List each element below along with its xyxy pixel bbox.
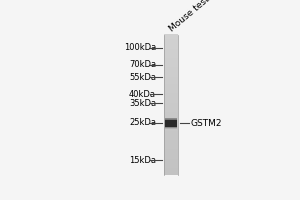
Bar bbox=[165, 119, 177, 120]
Bar bbox=[164, 65, 178, 67]
Bar bbox=[165, 120, 177, 121]
Bar bbox=[164, 41, 178, 44]
Bar bbox=[164, 119, 178, 121]
Bar bbox=[164, 62, 178, 65]
Bar bbox=[164, 48, 178, 51]
Text: 15kDa: 15kDa bbox=[129, 156, 156, 165]
Text: 55kDa: 55kDa bbox=[129, 73, 156, 82]
Bar bbox=[164, 51, 178, 53]
Bar bbox=[164, 109, 178, 112]
Bar bbox=[164, 53, 178, 56]
Bar bbox=[165, 119, 177, 120]
Bar bbox=[164, 81, 178, 84]
Bar bbox=[164, 112, 178, 114]
Bar bbox=[164, 133, 178, 135]
Bar bbox=[164, 74, 178, 77]
Bar bbox=[164, 44, 178, 46]
Bar bbox=[164, 142, 178, 145]
Bar bbox=[164, 58, 178, 60]
Bar bbox=[164, 130, 178, 133]
Bar bbox=[164, 84, 178, 86]
Bar bbox=[164, 72, 178, 74]
Bar bbox=[164, 140, 178, 142]
Bar bbox=[164, 102, 178, 105]
Bar bbox=[164, 126, 178, 128]
Bar bbox=[164, 123, 178, 126]
Bar bbox=[164, 37, 178, 39]
Bar bbox=[164, 149, 178, 152]
Bar bbox=[164, 156, 178, 159]
Bar bbox=[164, 158, 178, 161]
Bar bbox=[164, 135, 178, 138]
Bar bbox=[164, 168, 178, 170]
Bar bbox=[164, 107, 178, 110]
Bar bbox=[165, 127, 177, 128]
Bar bbox=[164, 154, 178, 156]
Bar bbox=[164, 39, 178, 42]
Text: Mouse testis: Mouse testis bbox=[168, 0, 217, 33]
Bar bbox=[164, 100, 178, 103]
Bar bbox=[164, 163, 178, 166]
Bar bbox=[164, 60, 178, 63]
Bar bbox=[165, 121, 177, 122]
Bar bbox=[165, 120, 177, 127]
Bar bbox=[165, 120, 177, 121]
Bar bbox=[164, 128, 178, 131]
Bar bbox=[164, 172, 178, 175]
Bar bbox=[164, 79, 178, 81]
Bar bbox=[165, 125, 177, 126]
Bar bbox=[164, 114, 178, 117]
Bar bbox=[164, 95, 178, 98]
Bar bbox=[164, 105, 178, 107]
Bar bbox=[164, 70, 178, 72]
Bar bbox=[164, 46, 178, 49]
Bar bbox=[164, 165, 178, 168]
Bar bbox=[164, 144, 178, 147]
Text: 40kDa: 40kDa bbox=[129, 90, 156, 99]
Bar bbox=[164, 86, 178, 89]
Bar bbox=[164, 77, 178, 79]
Bar bbox=[164, 34, 178, 37]
Text: 70kDa: 70kDa bbox=[129, 60, 156, 69]
Bar bbox=[164, 55, 178, 58]
Bar bbox=[164, 93, 178, 96]
Text: 25kDa: 25kDa bbox=[129, 118, 156, 127]
Bar bbox=[164, 98, 178, 100]
Bar bbox=[165, 123, 177, 124]
Text: 100kDa: 100kDa bbox=[124, 43, 156, 52]
Bar bbox=[164, 116, 178, 119]
Bar bbox=[164, 161, 178, 163]
Text: 35kDa: 35kDa bbox=[129, 99, 156, 108]
Bar bbox=[164, 91, 178, 93]
Bar bbox=[164, 170, 178, 173]
Bar bbox=[165, 124, 177, 125]
Bar bbox=[165, 126, 177, 127]
Bar bbox=[164, 67, 178, 70]
Bar bbox=[164, 88, 178, 91]
Bar bbox=[165, 128, 177, 129]
Bar bbox=[165, 126, 177, 127]
Bar bbox=[164, 151, 178, 154]
Bar bbox=[165, 118, 177, 119]
Bar bbox=[165, 127, 177, 128]
Bar bbox=[165, 122, 177, 123]
Text: GSTM2: GSTM2 bbox=[191, 119, 223, 128]
Bar bbox=[164, 137, 178, 140]
Bar bbox=[164, 147, 178, 149]
Bar bbox=[164, 121, 178, 124]
